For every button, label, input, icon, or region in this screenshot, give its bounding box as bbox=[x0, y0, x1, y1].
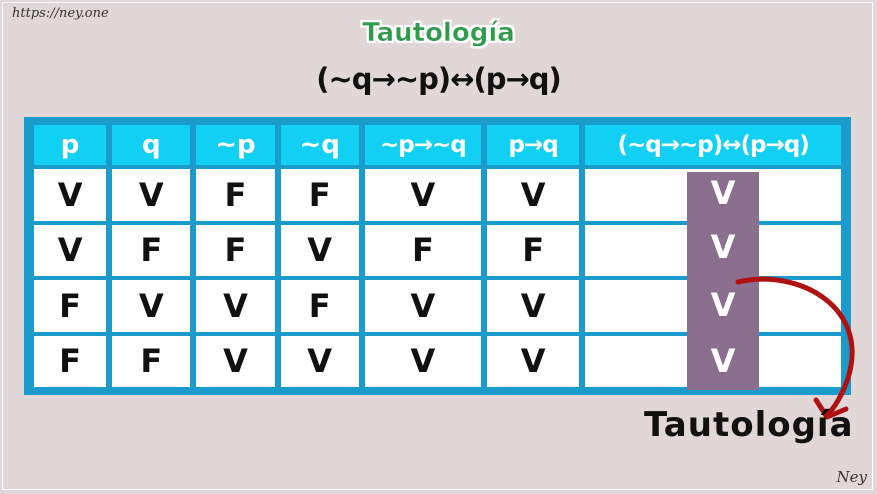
header-biconditional: (~q→~p)↔(p→q) bbox=[585, 125, 841, 165]
header-not-p-implies-not-q: ~p→~q bbox=[364, 125, 482, 165]
table-row: V V F F V V bbox=[34, 169, 841, 221]
cell-not-p-implies-not-q: V bbox=[364, 169, 482, 221]
truth-table: p q ~p ~q ~p→~q p→q (~q→~p)↔(p→q) V V F … bbox=[28, 121, 847, 391]
cell-not-p-implies-not-q: V bbox=[364, 335, 482, 387]
cell-q: F bbox=[112, 335, 191, 387]
result-cell: V bbox=[710, 174, 736, 212]
author-signature: Ney bbox=[836, 468, 867, 486]
cell-not-q: V bbox=[280, 224, 359, 276]
header-not-q: ~q bbox=[280, 125, 359, 165]
cell-q: V bbox=[112, 169, 191, 221]
cell-p-implies-q: V bbox=[487, 280, 580, 332]
cell-p-implies-q: V bbox=[487, 335, 580, 387]
cell-p-implies-q: V bbox=[487, 169, 580, 221]
table-header-row: p q ~p ~q ~p→~q p→q (~q→~p)↔(p→q) bbox=[34, 125, 841, 165]
cell-not-q: V bbox=[280, 335, 359, 387]
cell-not-p: V bbox=[196, 335, 275, 387]
result-cell: V bbox=[710, 342, 736, 380]
header-p-implies-q: p→q bbox=[487, 125, 580, 165]
page-title: Tautología bbox=[362, 18, 515, 49]
cell-p: F bbox=[34, 280, 107, 332]
main-formula: (~q→~p)↔(p→q) bbox=[316, 62, 562, 96]
result-cell: V bbox=[710, 228, 736, 266]
header-q: q bbox=[112, 125, 191, 165]
cell-not-p-implies-not-q: V bbox=[364, 280, 482, 332]
cell-not-p-implies-not-q: F bbox=[364, 224, 482, 276]
table-row: F V V F V V bbox=[34, 280, 841, 332]
cell-q: V bbox=[112, 280, 191, 332]
header-p: p bbox=[34, 125, 107, 165]
cell-p: V bbox=[34, 169, 107, 221]
cell-not-q: F bbox=[280, 169, 359, 221]
cell-not-p: F bbox=[196, 224, 275, 276]
cell-p-implies-q: F bbox=[487, 224, 580, 276]
cell-not-p: V bbox=[196, 280, 275, 332]
site-url: https://ney.one bbox=[12, 6, 109, 21]
cell-q: F bbox=[112, 224, 191, 276]
result-cell: V bbox=[710, 286, 736, 324]
cell-not-q: F bbox=[280, 280, 359, 332]
cell-not-p: F bbox=[196, 169, 275, 221]
curved-arrow-icon bbox=[735, 276, 855, 420]
tautology-annotation: Tautología bbox=[644, 405, 854, 445]
cell-p: F bbox=[34, 335, 107, 387]
header-not-p: ~p bbox=[196, 125, 275, 165]
cell-p: V bbox=[34, 224, 107, 276]
